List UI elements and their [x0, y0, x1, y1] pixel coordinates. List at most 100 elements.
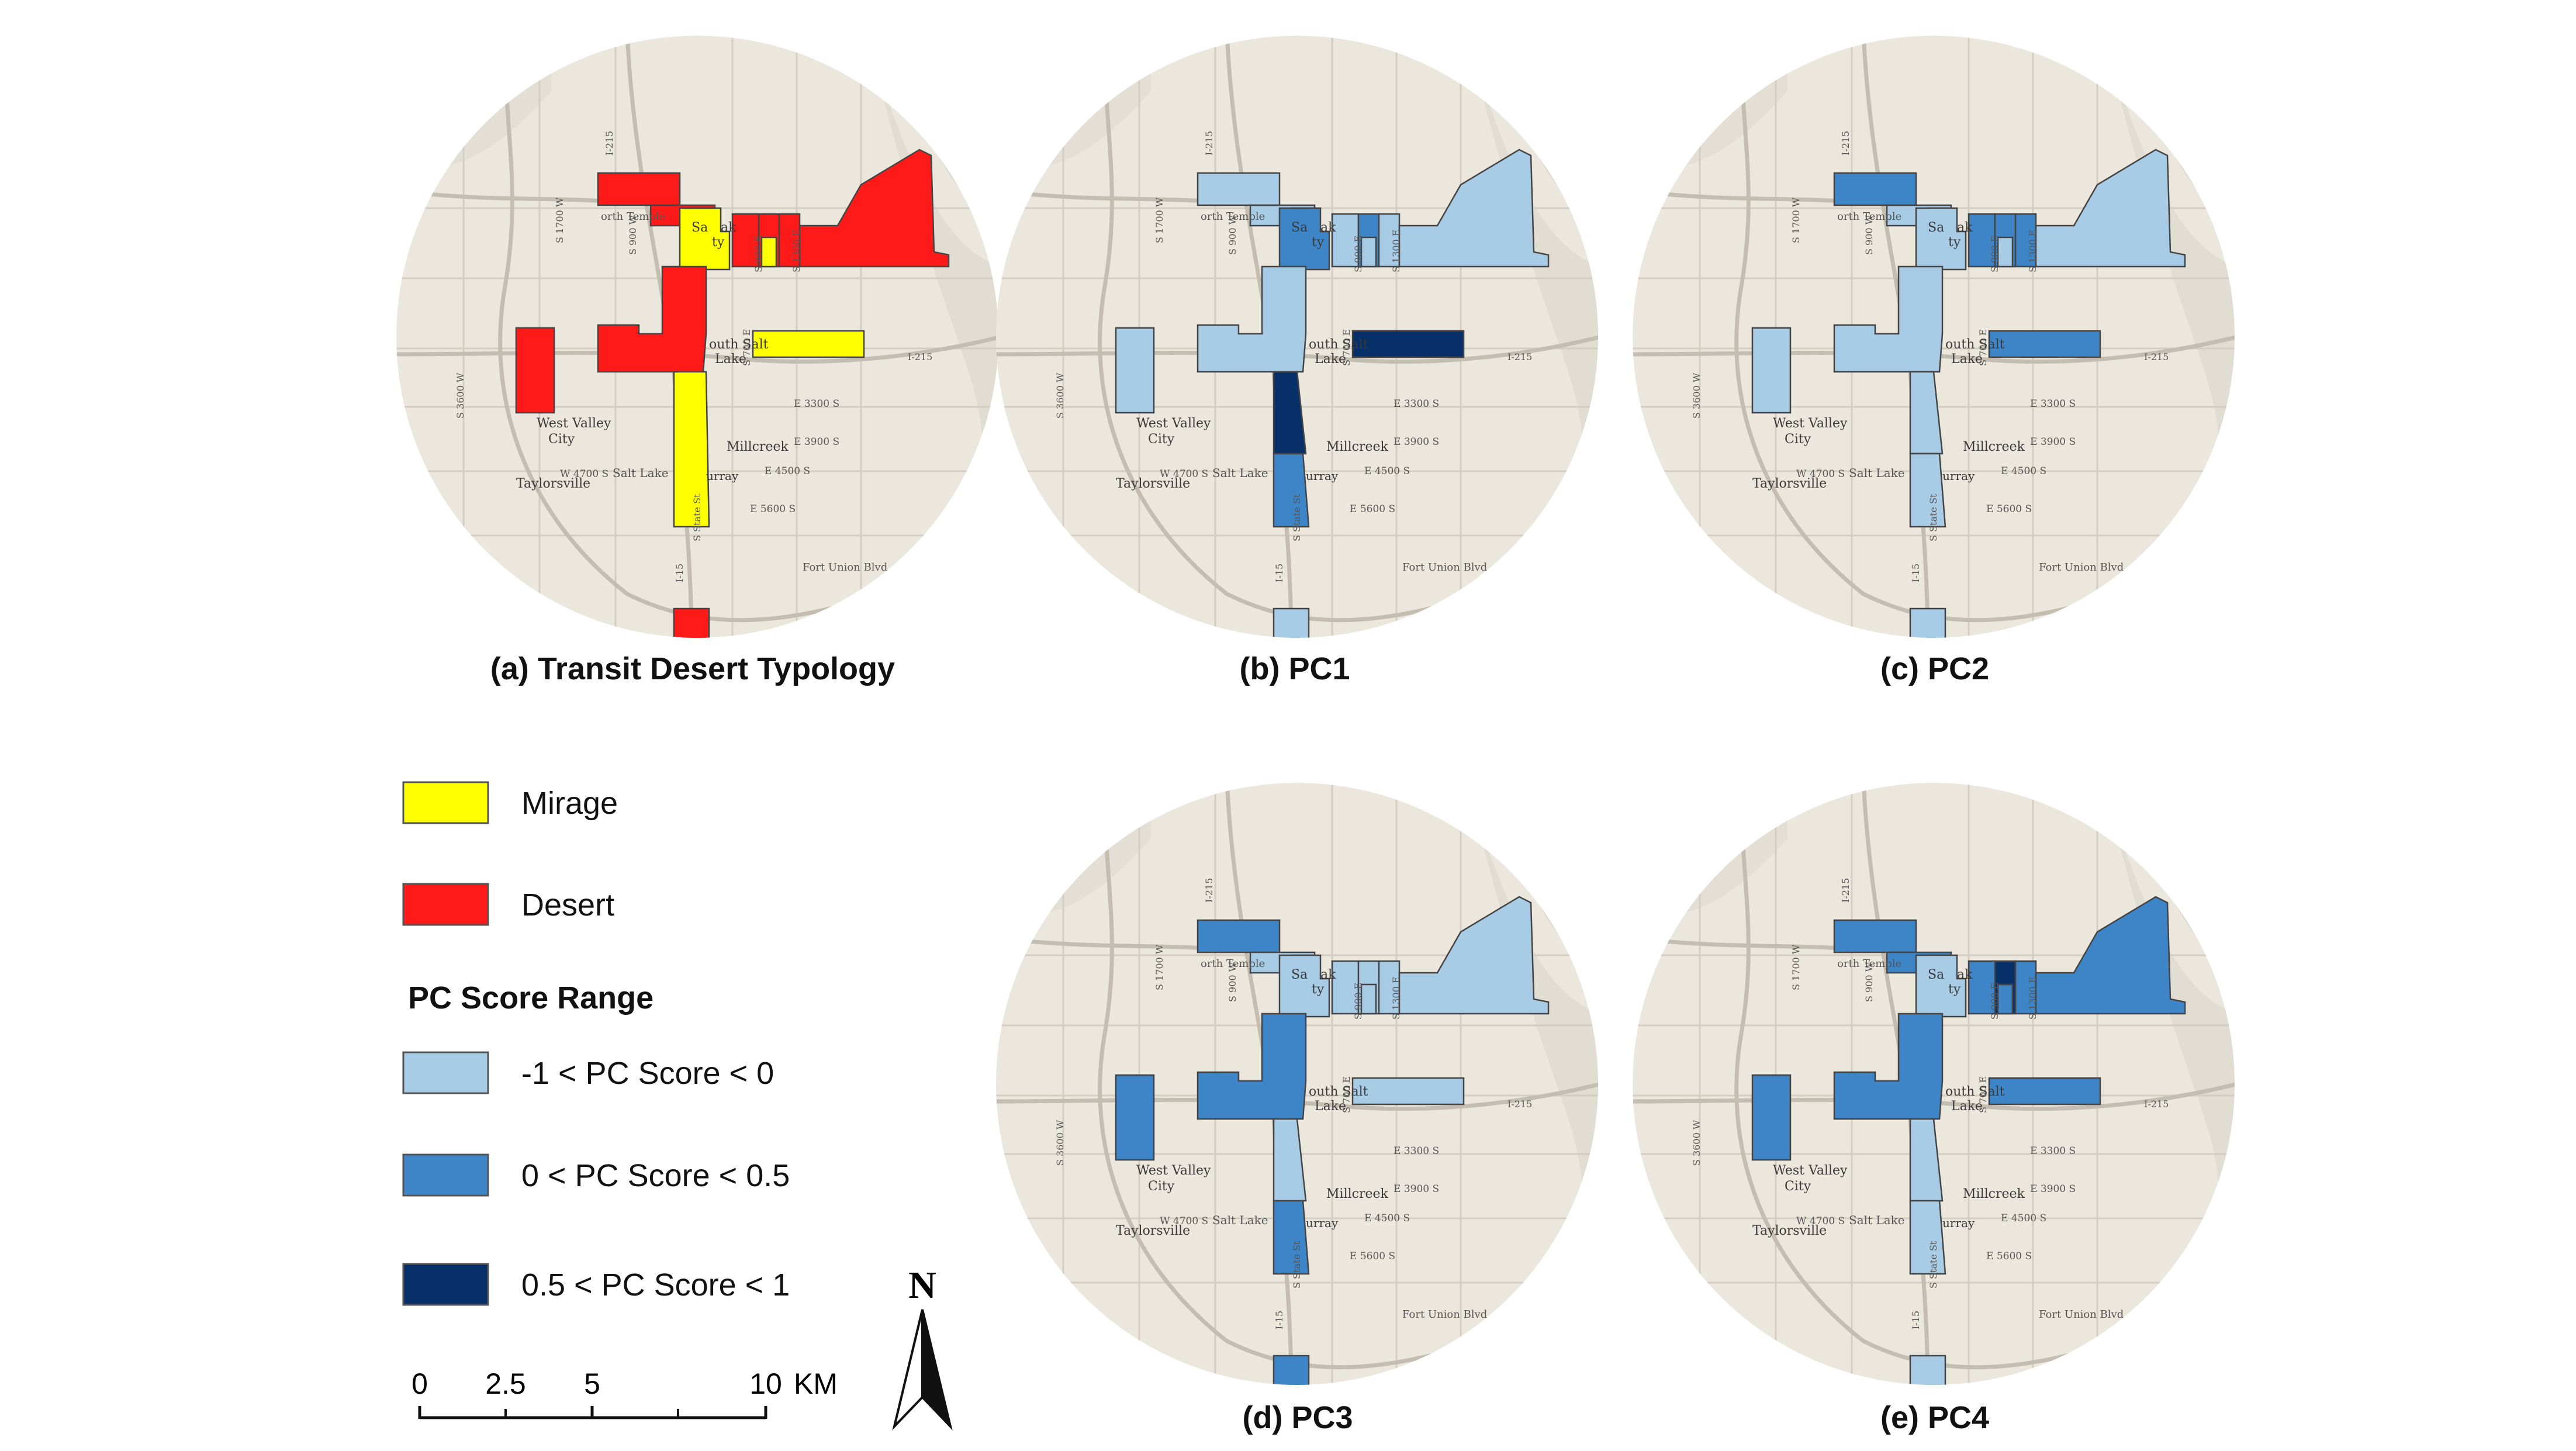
map-road-label: S 900 E: [1353, 983, 1364, 1020]
map-road-label: S 900 W: [627, 215, 638, 255]
region-south: [1909, 1118, 1944, 1202]
map-road-label: S State St: [1291, 1241, 1302, 1288]
map-place-label: Sa: [1928, 968, 1944, 982]
region-core: [1833, 1013, 1944, 1120]
map-road-label: S 3600 W: [455, 372, 466, 419]
region-nebig: [1398, 148, 1550, 268]
map-road-label: S 3600 W: [1691, 1120, 1702, 1166]
map-place-label: Taylorsville: [1116, 1224, 1190, 1238]
map-place-label: West Valley: [1773, 416, 1848, 431]
map-place-label: Fort Union Blvd: [1402, 561, 1487, 574]
map-place-label: ak: [1320, 968, 1336, 982]
map-road-label: I-15: [674, 564, 685, 582]
map-place-label: I-215: [2144, 351, 2169, 362]
north-arrow-icon: N: [892, 1264, 953, 1431]
region-nw: [1833, 172, 1917, 206]
map-place-label: urray: [706, 469, 739, 483]
map-place-label: Millcreek: [1963, 1187, 2025, 1201]
region-fu: [1273, 607, 1310, 638]
map-place-label: E 3900 S: [2030, 436, 2076, 448]
map-road-label: I-15: [1910, 564, 1921, 582]
map-place-label: orth Temple: [1201, 958, 1265, 970]
map-place-label: E 3900 S: [794, 436, 839, 448]
map-road-label: I-215: [1840, 878, 1851, 903]
region-south: [1273, 371, 1307, 455]
map-place-label: Lake: [715, 352, 746, 367]
map-place-label: Sa: [1291, 968, 1308, 982]
legend-swatch-mirage: [402, 781, 489, 824]
map-road-label: S 3600 W: [1054, 1120, 1066, 1166]
map-place-label: I-215: [908, 351, 932, 362]
map-road-label: S 900 E: [1353, 236, 1364, 272]
map-road-label: S 900 W: [1863, 962, 1875, 1002]
region-south2: [1273, 452, 1310, 528]
map-place-label: West Valley: [1773, 1163, 1848, 1178]
map-road-label: I-15: [1910, 1311, 1921, 1329]
map-place-label: Lake: [1315, 352, 1346, 367]
map-place-label: W 4700 S: [1796, 468, 1845, 480]
map-road-label: S 900 W: [1863, 215, 1875, 255]
map-place-label: Taylorsville: [516, 476, 590, 491]
map-place-label: orth Temple: [1837, 958, 1901, 970]
map-road-label: S 1300 E: [1391, 976, 1402, 1020]
region-west: [1751, 327, 1792, 414]
map-place-label: outh Salt: [1945, 337, 2005, 352]
region-fu: [1909, 1355, 1946, 1385]
region-south2: [1909, 1200, 1946, 1275]
map-road-label: S 900 W: [1227, 962, 1238, 1002]
scale-unit: KM: [794, 1367, 838, 1400]
region-ssl: [1351, 330, 1465, 358]
caption-d: (d) PC3: [1243, 1400, 1353, 1435]
map-road-label: S 900 W: [1227, 215, 1238, 255]
scale-tick-10: 10: [749, 1367, 782, 1400]
map-place-label: Lake: [1951, 352, 1983, 367]
scale-tick-5: 5: [584, 1367, 600, 1400]
map-road-label: S 1300 E: [2027, 229, 2038, 272]
region-nw: [597, 172, 681, 206]
map-place-label: E 4500 S: [1364, 1212, 1410, 1224]
map-place-label: Taylorsville: [1116, 476, 1190, 491]
map-place-label: City: [1785, 432, 1811, 447]
map-road-label: I-215: [1840, 131, 1851, 156]
map-place-label: ty: [1312, 982, 1325, 997]
map-place-label: Salt Lake: [1212, 466, 1268, 480]
legend-swatch-pc-mid: [402, 1153, 489, 1197]
map-road-label: I-215: [604, 131, 615, 156]
region-nw: [1833, 919, 1917, 953]
map-place-label: ak: [1957, 220, 1973, 235]
region-ecy: [1360, 983, 1377, 1015]
region-fu: [673, 607, 710, 638]
region-ssl: [1988, 1077, 2101, 1105]
caption-b: (b) PC1: [1240, 651, 1350, 686]
map-place-label: Millcreek: [727, 440, 789, 454]
map-road-label: I-215: [1204, 878, 1215, 903]
map-place-label: ak: [1957, 968, 1973, 982]
map-place-label: outh Salt: [1309, 1084, 1368, 1099]
map-road-label: S 1300 E: [791, 229, 802, 272]
map-place-label: orth Temple: [601, 210, 665, 223]
map-place-label: I-215: [1507, 1098, 1532, 1110]
region-west: [1115, 1074, 1155, 1161]
map-place-label: W 4700 S: [560, 468, 608, 480]
map-road-label: S 1700 W: [1790, 197, 1802, 243]
map-place-label: W 4700 S: [1160, 468, 1208, 480]
region-ecy: [760, 236, 777, 268]
map-place-label: ak: [721, 220, 737, 235]
map-place-label: E 5600 S: [1350, 503, 1395, 515]
legend-label-desert: Desert: [521, 887, 614, 923]
map-place-label: E 5600 S: [1350, 1250, 1395, 1262]
region-core: [597, 265, 707, 373]
map-place-label: Millcreek: [1963, 440, 2025, 454]
map-road-label: S 1700 W: [1790, 944, 1802, 990]
map-road-label: S 1300 E: [1391, 229, 1402, 272]
map-road-label: S 700 E: [1977, 1076, 1989, 1113]
map-place-label: E 3900 S: [1394, 1183, 1439, 1195]
region-nw: [1197, 172, 1281, 206]
map-place-label: E 3300 S: [794, 398, 839, 410]
map-road-label: S 700 E: [1341, 329, 1352, 366]
map-place-label: I-215: [1507, 351, 1532, 362]
region-west: [1115, 327, 1155, 414]
region-ecy: [1997, 983, 2014, 1015]
